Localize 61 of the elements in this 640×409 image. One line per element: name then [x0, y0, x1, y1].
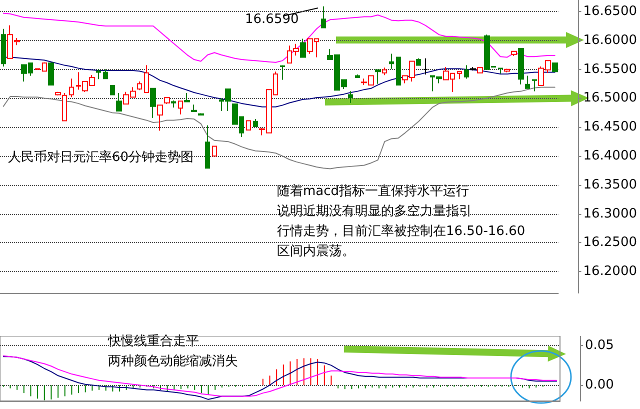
y-tick-label: 16.2500 — [583, 235, 638, 250]
candlestick — [498, 68, 503, 74]
candlestick — [253, 118, 258, 128]
candlestick — [110, 85, 115, 96]
y-tick-label: 16.3000 — [583, 206, 638, 222]
candlestick — [205, 124, 210, 169]
candlestick — [511, 50, 517, 57]
y-tick-label: 16.5000 — [583, 90, 638, 106]
y-tick-label: 16.6500 — [583, 4, 638, 20]
y-tick-label: 16.5500 — [583, 62, 638, 77]
candlestick — [504, 68, 510, 73]
candlestick — [532, 79, 537, 92]
candlestick — [103, 68, 108, 80]
y-tick-label: 16.4000 — [583, 148, 638, 164]
annotation: 16.6590 — [245, 12, 299, 28]
candlestick — [321, 6, 326, 28]
line-series — [2, 12, 556, 63]
candlestick — [150, 88, 156, 118]
candlestick — [518, 48, 524, 85]
candlestick — [423, 58, 428, 76]
y-tick-label: 16.4500 — [583, 120, 638, 135]
y-tick-label: 16.3500 — [583, 177, 638, 192]
annotation: 区间内震荡。 — [277, 244, 355, 260]
candlestick — [137, 80, 142, 91]
y-tick-label: 16.2000 — [583, 264, 638, 280]
candlestick — [96, 68, 101, 80]
candlestick — [157, 104, 163, 132]
candlestick — [1, 28, 6, 67]
candlestick — [171, 100, 176, 108]
candlestick — [184, 92, 190, 102]
candlestick — [300, 38, 306, 58]
candlestick — [116, 92, 122, 112]
y-tick-label: 16.6000 — [583, 32, 638, 48]
annotation: 行情走势，目前汇率被控制在16.50-16.60 — [277, 224, 526, 240]
candlestick — [416, 58, 421, 66]
y-tick-label: 0.00 — [585, 378, 614, 393]
candlestick — [178, 100, 183, 115]
candlestick — [212, 146, 217, 157]
candlestick — [389, 53, 394, 70]
candlestick — [246, 120, 251, 131]
candlestick — [464, 64, 469, 80]
candlestick — [35, 68, 40, 70]
candlestick — [375, 69, 381, 84]
candlestick — [164, 97, 170, 105]
candlestick — [348, 90, 353, 104]
candlestick — [552, 62, 558, 72]
candlestick — [396, 56, 401, 86]
candlestick — [198, 112, 204, 116]
candlestick — [42, 62, 47, 72]
candlestick — [355, 74, 360, 78]
candlestick — [191, 104, 197, 112]
candlestick — [280, 64, 285, 80]
candlestick — [382, 67, 387, 76]
annotation: 两种颜色动能缩减消失 — [108, 354, 238, 370]
candlestick — [457, 70, 462, 80]
line-series — [2, 86, 556, 170]
candlestick — [144, 64, 149, 93]
candlestick — [69, 78, 74, 98]
y-tick-label: 0.05 — [585, 338, 614, 354]
candlestick — [525, 75, 530, 89]
candlestick — [48, 62, 54, 86]
